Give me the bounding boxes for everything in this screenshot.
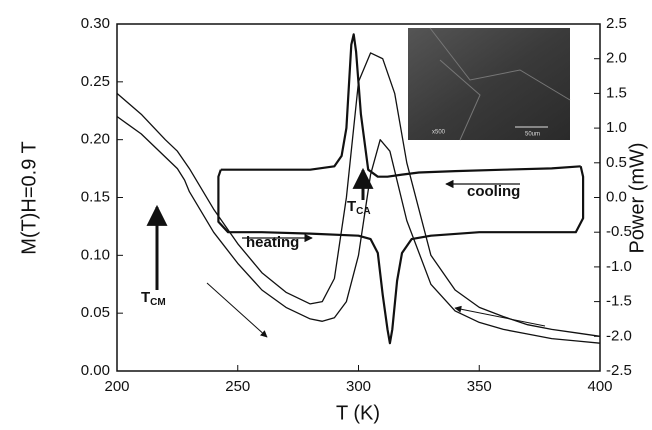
y-tick-label: 0.20 xyxy=(81,131,110,148)
y-tick-label: 0.30 xyxy=(81,15,110,32)
inset-magnification: x500 xyxy=(432,130,446,136)
x-tick-label: 400 xyxy=(587,378,612,395)
chart: 200 250 300 350 400 0.00 0.05 0.10 0.15 0.20 0.25 0… xyxy=(0,0,652,430)
y2-tick-label: 0.5 xyxy=(606,154,627,171)
series-line xyxy=(218,166,583,343)
inset-scale: 50um xyxy=(525,132,540,138)
annotation: cooling xyxy=(467,183,520,200)
y2-tick-label: 2.5 xyxy=(606,15,627,32)
y2-tick-label: 2.0 xyxy=(606,50,627,67)
y-tick-label: 0.25 xyxy=(81,73,110,90)
x-tick-label: 250 xyxy=(225,378,250,395)
annotation: heating xyxy=(246,234,299,251)
y2-axis-label: Power (mW) xyxy=(626,142,648,253)
y-tick-label: 0.15 xyxy=(81,188,110,205)
annotations: TCM TCA cooling heating xyxy=(141,170,545,337)
y2-tick-label: -1.0 xyxy=(606,258,632,275)
y2-tick-label: 1.0 xyxy=(606,119,627,136)
inset-image xyxy=(408,28,570,140)
y2-tick-label: -2.5 xyxy=(606,362,632,379)
x-axis-label: T (K) xyxy=(336,402,380,424)
y2-tick-label: -2.0 xyxy=(606,327,632,344)
annotation: TCM xyxy=(141,289,166,308)
y-axis-label: M(T)H=0.9 T xyxy=(18,141,40,255)
y2-tick-label: 0.0 xyxy=(606,188,627,205)
y-tick-label: 0.00 xyxy=(81,362,110,379)
series-line xyxy=(117,117,600,344)
x-tick-label: 200 xyxy=(104,378,129,395)
inset: x500 50um xyxy=(408,28,570,140)
x-tick-label: 350 xyxy=(467,378,492,395)
y2-tick-label: -1.5 xyxy=(606,293,632,310)
y-tick-label: 0.10 xyxy=(81,246,110,263)
y2-tick-label: 1.5 xyxy=(606,84,627,101)
x-tick-label: 300 xyxy=(346,378,371,395)
y-tick-label: 0.05 xyxy=(81,304,110,321)
arrow xyxy=(207,283,267,337)
